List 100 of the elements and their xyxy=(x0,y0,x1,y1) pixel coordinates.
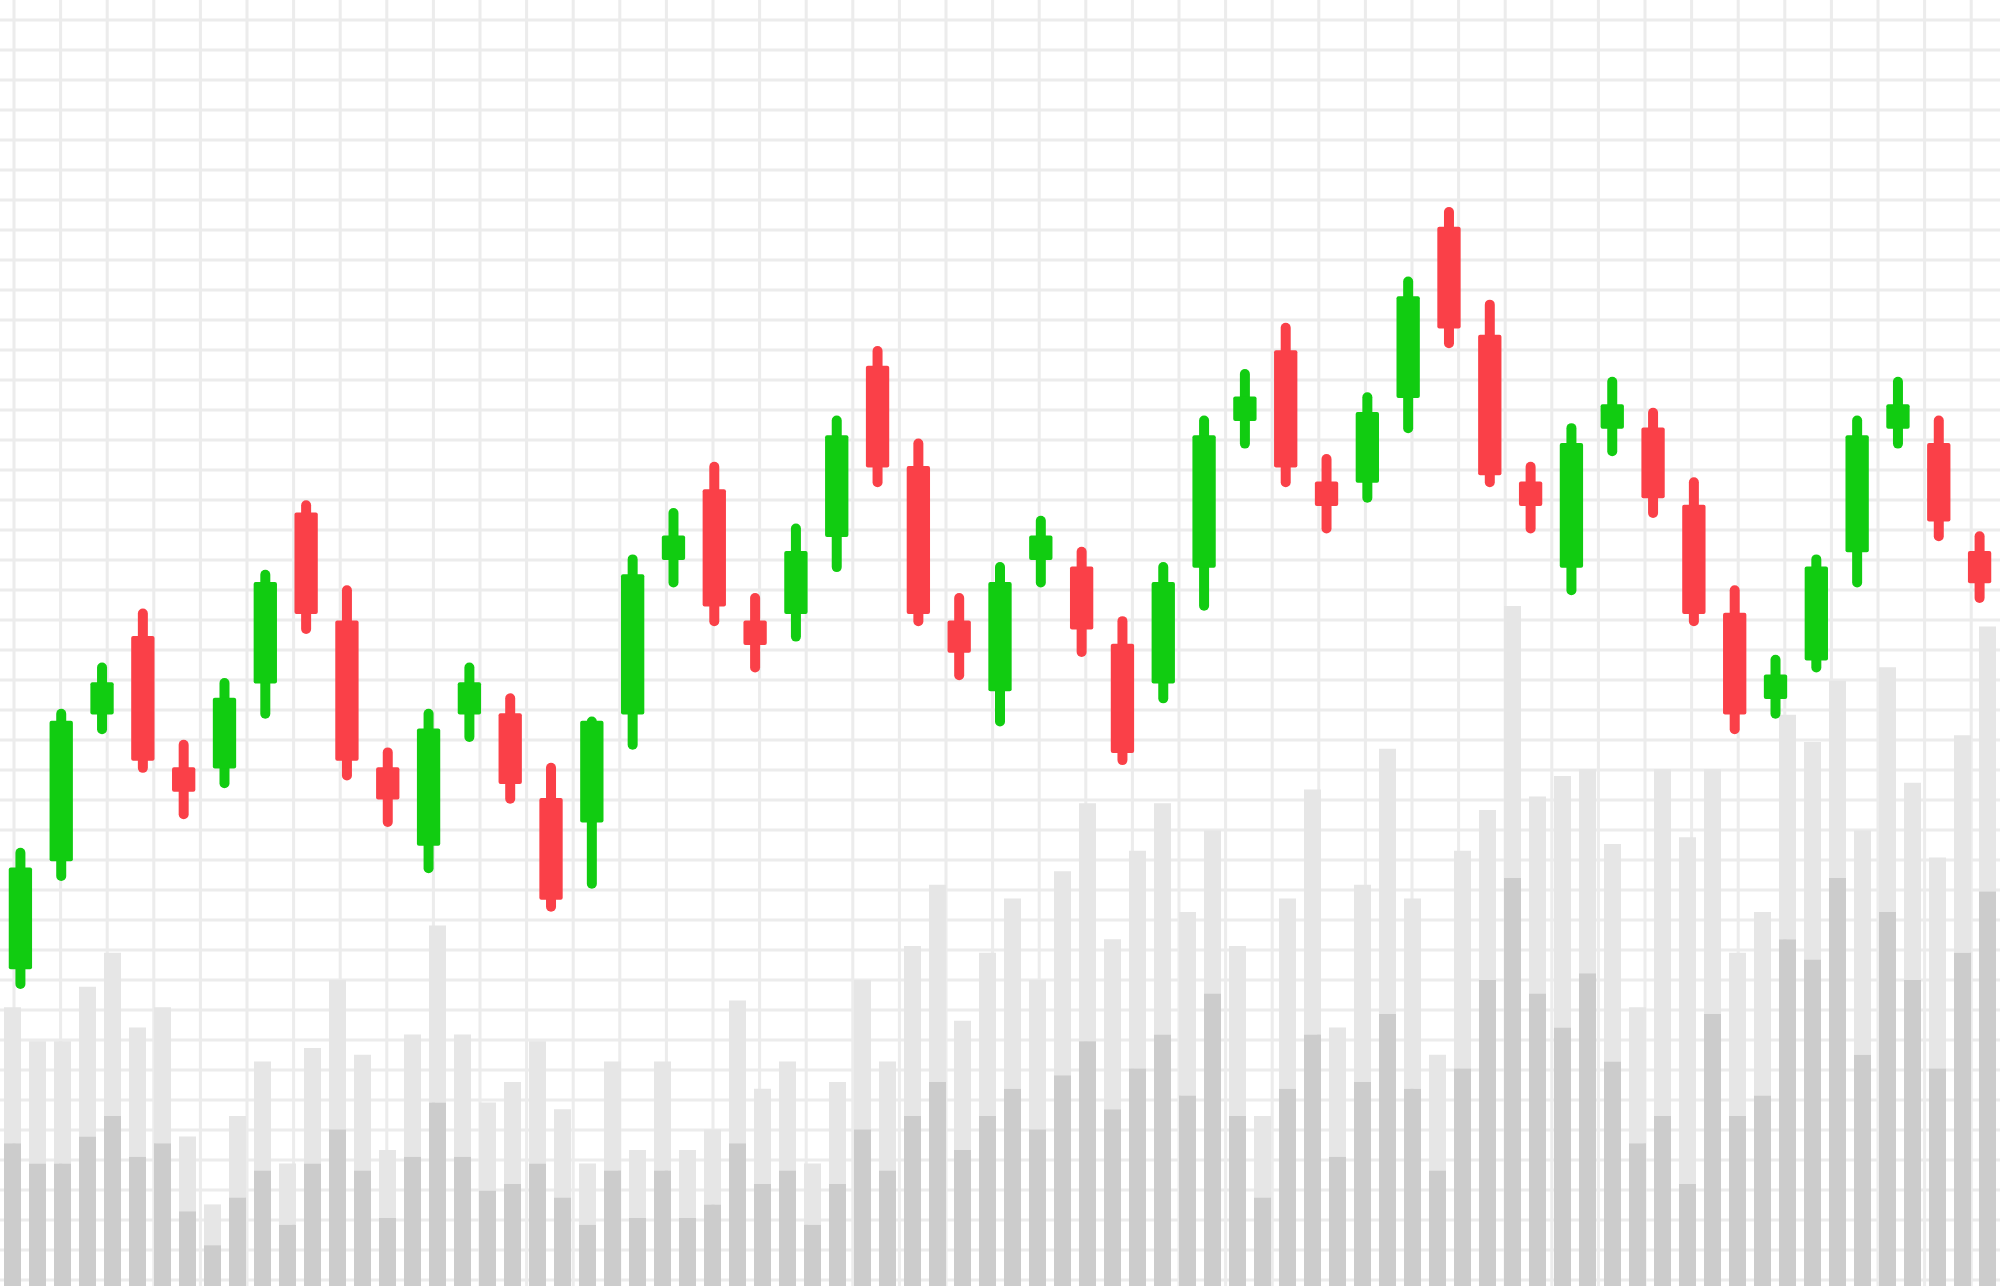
bar xyxy=(1454,1068,1471,1286)
bar xyxy=(1179,912,1196,1096)
bar xyxy=(929,884,946,1082)
bar xyxy=(254,1061,271,1171)
bar xyxy=(879,1170,896,1286)
bar xyxy=(1704,769,1721,1014)
bar xyxy=(1204,830,1221,994)
bar xyxy=(1904,782,1921,980)
bar xyxy=(1329,1027,1346,1157)
bar xyxy=(1229,1116,1246,1286)
bar xyxy=(1579,769,1596,974)
bar xyxy=(1404,1088,1421,1286)
bar xyxy=(329,1129,346,1286)
bar xyxy=(1154,1034,1171,1286)
bar xyxy=(1504,878,1521,1286)
bar xyxy=(1204,993,1221,1286)
bar xyxy=(779,1170,796,1286)
bar xyxy=(204,1245,221,1286)
bar xyxy=(129,1027,146,1157)
bar xyxy=(454,1156,471,1286)
bar xyxy=(929,1082,946,1286)
bar xyxy=(1829,680,1846,878)
bar xyxy=(179,1211,196,1286)
bar xyxy=(29,1041,46,1164)
bar xyxy=(879,1061,896,1171)
bar xyxy=(404,1034,421,1157)
bar xyxy=(1179,1095,1196,1286)
bar xyxy=(254,1170,271,1286)
bar xyxy=(404,1156,421,1286)
bar xyxy=(729,1000,746,1144)
bar xyxy=(1054,871,1071,1076)
bar xyxy=(454,1034,471,1157)
bar xyxy=(304,1048,321,1164)
bar xyxy=(554,1109,571,1198)
bar xyxy=(379,1218,396,1286)
bar xyxy=(79,986,96,1137)
bar xyxy=(654,1061,671,1171)
bar xyxy=(954,1150,971,1286)
bar xyxy=(1454,850,1471,1069)
bar xyxy=(954,1020,971,1150)
bar xyxy=(654,1170,671,1286)
bar xyxy=(1779,714,1796,940)
bar xyxy=(1504,606,1521,878)
bar xyxy=(1754,912,1771,1096)
bar xyxy=(229,1116,246,1198)
bar xyxy=(304,1163,321,1286)
bar xyxy=(479,1190,496,1286)
bar xyxy=(279,1224,296,1286)
bar xyxy=(1379,1014,1396,1286)
bar xyxy=(1029,1129,1046,1286)
bar xyxy=(1279,898,1296,1089)
bar xyxy=(1979,891,1996,1286)
bar xyxy=(154,1143,171,1286)
bar xyxy=(729,1143,746,1286)
bar xyxy=(429,1102,446,1286)
bar xyxy=(1429,1054,1446,1171)
bar xyxy=(1154,803,1171,1035)
bar xyxy=(279,1163,296,1225)
bar xyxy=(154,1007,171,1144)
bar xyxy=(29,1163,46,1286)
bar xyxy=(1629,1007,1646,1144)
bar xyxy=(1254,1197,1271,1286)
bar xyxy=(1654,769,1671,1116)
bar xyxy=(1554,776,1571,1028)
bar xyxy=(854,980,871,1130)
bar xyxy=(504,1184,521,1286)
bar xyxy=(779,1061,796,1171)
bar xyxy=(629,1218,646,1286)
bar xyxy=(1004,898,1021,1089)
bar xyxy=(979,952,996,1116)
bar xyxy=(179,1136,196,1212)
bar xyxy=(79,1136,96,1286)
bar xyxy=(804,1163,821,1225)
bar xyxy=(854,1129,871,1286)
bar xyxy=(1779,939,1796,1286)
bar xyxy=(104,952,121,1116)
bar xyxy=(804,1224,821,1286)
bar xyxy=(1129,1068,1146,1286)
bar xyxy=(1679,1184,1696,1286)
bar xyxy=(429,925,446,1103)
bar xyxy=(679,1218,696,1286)
bar xyxy=(1329,1156,1346,1286)
bar xyxy=(504,1082,521,1184)
bar xyxy=(1279,1088,1296,1286)
bar xyxy=(1379,748,1396,1014)
bar xyxy=(1304,1034,1321,1286)
bar xyxy=(1929,1068,1946,1286)
bar xyxy=(629,1150,646,1218)
bar xyxy=(1629,1143,1646,1286)
bar xyxy=(1829,878,1846,1286)
bar xyxy=(229,1197,246,1286)
bar xyxy=(1804,742,1821,960)
bar xyxy=(1229,946,1246,1116)
bar xyxy=(1879,667,1896,912)
bar xyxy=(554,1197,571,1286)
bar xyxy=(1004,1088,1021,1286)
bar xyxy=(1479,980,1496,1286)
bar xyxy=(1604,844,1621,1062)
bar xyxy=(1404,898,1421,1089)
bar xyxy=(54,1163,71,1286)
